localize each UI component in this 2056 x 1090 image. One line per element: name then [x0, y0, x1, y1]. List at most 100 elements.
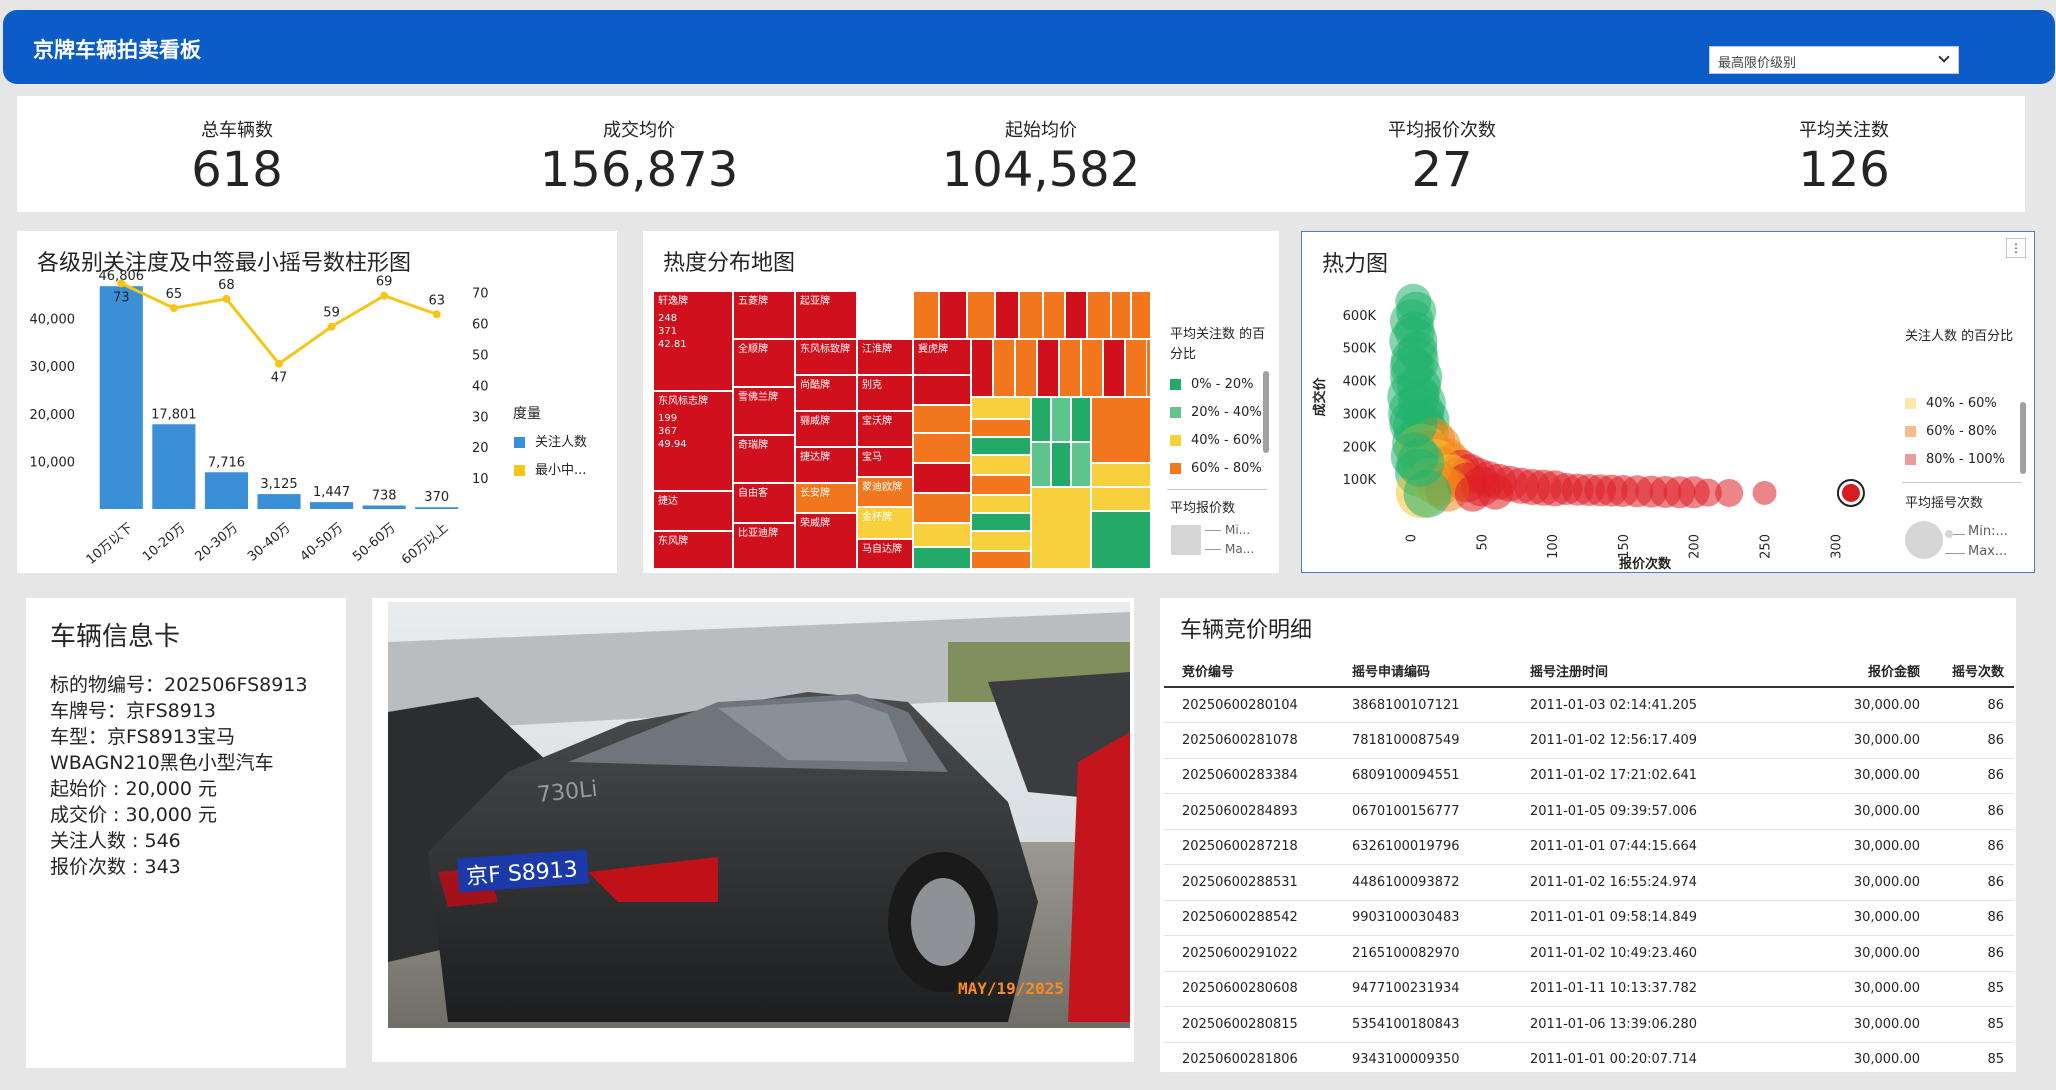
treemap-tile[interactable]: 蒙迪欧牌: [857, 477, 913, 507]
treemap-tile[interactable]: 骊威牌: [795, 411, 857, 447]
treemap-tile[interactable]: 起亚牌: [795, 291, 857, 339]
bar-legend-followers[interactable]: 关注人数: [514, 431, 587, 450]
treemap-tile[interactable]: 比亚迪牌: [733, 523, 795, 569]
treemap-tile[interactable]: [971, 531, 1031, 551]
treemap-tile[interactable]: [1051, 442, 1071, 487]
scatter-chart[interactable]: 100K 200K 300K 400K 500K 600K 0 50 100 150 200 250 3…: [1302, 232, 2032, 572]
treemap-tile[interactable]: [913, 405, 971, 433]
more-options-icon[interactable]: ⋮: [2006, 238, 2026, 258]
treemap-tile[interactable]: [967, 291, 995, 339]
treemap-tile[interactable]: 五菱牌: [733, 291, 795, 339]
treemap-tile[interactable]: [971, 339, 993, 397]
treemap-tile[interactable]: [1031, 397, 1051, 442]
treemap-tile[interactable]: [1071, 442, 1091, 487]
treemap-tile[interactable]: 捷达: [653, 491, 733, 531]
treemap-tile[interactable]: [1091, 397, 1151, 463]
treemap-tile[interactable]: 江淮牌: [857, 339, 913, 375]
treemap-tile[interactable]: 宝沃牌: [857, 411, 913, 447]
col-bid-amount[interactable]: 报价金额: [1760, 655, 1920, 688]
treemap-legend-0-20[interactable]: 0% - 20%: [1170, 377, 1253, 392]
table-row[interactable]: 20250600281806 9343100009350 2011-01-01 00…: [1164, 1042, 2014, 1078]
treemap-tile[interactable]: [995, 291, 1019, 339]
bar-line-chart[interactable]: 10,000 20,000 30,000 40,000 10 20 30 40 50 60 70 46…: [17, 231, 617, 573]
table-row[interactable]: 20250600288542 9903100030483 2011-01-01 09…: [1164, 900, 2014, 936]
heat-legend-60-80[interactable]: 60% - 80%: [1905, 424, 1997, 439]
table-row[interactable]: 20250600288531 4486100093872 2011-01-02 16…: [1164, 864, 2014, 901]
treemap-tile[interactable]: [1103, 339, 1125, 397]
table-row[interactable]: 20250600280815 5354100180843 2011-01-06 13…: [1164, 1006, 2014, 1043]
treemap-tile[interactable]: [971, 455, 1031, 475]
table-row[interactable]: 20250600284893 0670100156777 2011-01-05 09…: [1164, 793, 2014, 830]
treemap-tile[interactable]: 奇瑞牌: [733, 435, 795, 483]
treemap-tile[interactable]: [1031, 487, 1091, 569]
treemap-tile[interactable]: 东风牌: [653, 531, 733, 569]
col-register-time[interactable]: 摇号注册时间: [1530, 655, 1760, 688]
treemap-tile[interactable]: [913, 547, 971, 569]
treemap-tile[interactable]: [1111, 291, 1131, 339]
treemap-tile[interactable]: [1071, 397, 1091, 442]
treemap-tile[interactable]: [971, 513, 1031, 531]
heat-legend-80-100[interactable]: 80% - 100%: [1905, 452, 2005, 467]
treemap-legend-60-80[interactable]: 60% - 80%: [1170, 461, 1262, 476]
treemap-tile[interactable]: [913, 463, 971, 493]
price-level-slicer[interactable]: 最高限价级别: [1709, 46, 1959, 74]
treemap-tile[interactable]: [971, 419, 1031, 437]
treemap-tile[interactable]: 别克: [857, 375, 913, 411]
col-lottery-code[interactable]: 摇号申请编码: [1352, 655, 1530, 688]
treemap-tile[interactable]: [913, 375, 971, 405]
table-row[interactable]: 20250600280104 3868100107121 2011-01-03 02…: [1164, 687, 2014, 723]
treemap-tile[interactable]: [1081, 339, 1103, 397]
treemap-tile[interactable]: [1059, 339, 1081, 397]
treemap-tile[interactable]: 尚酷牌: [795, 375, 857, 411]
bar-legend-min-lottery[interactable]: 最小中...: [514, 459, 586, 478]
treemap-tile[interactable]: [971, 495, 1031, 513]
treemap-tile[interactable]: 冀虎牌: [913, 339, 971, 375]
treemap-tile[interactable]: [1091, 511, 1151, 569]
treemap-tile[interactable]: [971, 397, 1031, 419]
treemap-tile[interactable]: [913, 291, 939, 339]
treemap-tile[interactable]: [993, 339, 1015, 397]
treemap-tile[interactable]: 捷达牌: [795, 447, 857, 483]
treemap-tile[interactable]: [913, 493, 971, 523]
treemap-tile[interactable]: 长安牌: [795, 483, 857, 513]
treemap-tile[interactable]: [913, 523, 971, 547]
treemap-tile[interactable]: [1087, 291, 1111, 339]
table-row[interactable]: 20250600283384 6809100094551 2011-01-02 17…: [1164, 758, 2014, 794]
heat-legend-40-60[interactable]: 40% - 60%: [1905, 396, 1997, 411]
treemap-tile[interactable]: [1051, 397, 1071, 442]
table-row[interactable]: 20250600280608 9477100231934 2011-01-11 10…: [1164, 971, 2014, 1007]
treemap-tile[interactable]: 宝马: [857, 447, 913, 477]
treemap-tile[interactable]: [1091, 487, 1151, 511]
table-row[interactable]: 20250600291022 2165100082970 2011-01-02 10…: [1164, 935, 2014, 972]
heat-legend-scrollbar[interactable]: [2020, 402, 2026, 474]
treemap-tile[interactable]: [1091, 463, 1151, 487]
treemap-tile[interactable]: 荣威牌: [795, 513, 857, 569]
col-bid-no[interactable]: 竞价编号: [1164, 655, 1352, 688]
treemap-tile[interactable]: 雪佛兰牌: [733, 387, 795, 435]
treemap-tile[interactable]: 东风标志牌 199 367 49.94: [653, 391, 733, 491]
treemap-tile[interactable]: 金杯牌: [857, 507, 913, 539]
treemap-tile[interactable]: [939, 291, 967, 339]
treemap-tile[interactable]: 东风标致牌: [795, 339, 857, 375]
treemap-tile[interactable]: [1037, 339, 1059, 397]
treemap-tile[interactable]: [1065, 291, 1087, 339]
treemap-tile[interactable]: [971, 475, 1031, 495]
treemap-tile[interactable]: 马自达牌: [857, 539, 913, 569]
table-row[interactable]: 20250600281078 7818100087549 2011-01-02 12…: [1164, 722, 2014, 759]
treemap-tile[interactable]: [1131, 291, 1151, 339]
col-lottery-count[interactable]: 摇号次数: [1920, 655, 2014, 688]
table-row[interactable]: 20250600287218 6326100019796 2011-01-01 07…: [1164, 829, 2014, 865]
treemap-tile[interactable]: [1019, 291, 1043, 339]
treemap-tile[interactable]: [1125, 339, 1147, 397]
treemap-tile[interactable]: [971, 551, 1031, 569]
treemap-legend-40-60[interactable]: 40% - 60%: [1170, 433, 1262, 448]
treemap-tile[interactable]: [1031, 442, 1051, 487]
treemap-tile[interactable]: 全顺牌: [733, 339, 795, 387]
treemap-tile[interactable]: [971, 437, 1031, 455]
treemap-tile[interactable]: [1043, 291, 1065, 339]
treemap-tile[interactable]: 自由客: [733, 483, 795, 523]
treemap-tile[interactable]: [1015, 339, 1037, 397]
treemap-legend-20-40[interactable]: 20% - 40%: [1170, 405, 1262, 420]
treemap-chart[interactable]: 轩逸牌 248 371 42.81 五菱牌 起亚牌 全顺牌 东风标致牌 江淮牌 冀虎牌 东风标志牌 1…: [653, 291, 1151, 569]
chevron-down-icon[interactable]: [1938, 51, 1950, 63]
